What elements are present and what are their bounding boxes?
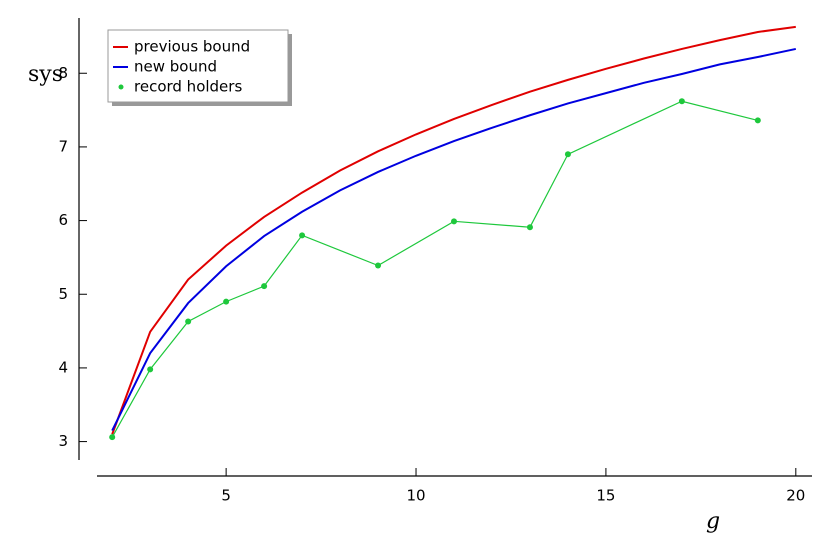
point bbox=[109, 434, 116, 441]
y-tick-label: 5 bbox=[58, 285, 68, 303]
y-tick-label: 6 bbox=[58, 211, 68, 229]
point bbox=[678, 98, 685, 105]
point bbox=[147, 366, 154, 373]
x-tick-label: 5 bbox=[221, 487, 231, 505]
legend-label: record holders bbox=[134, 78, 242, 96]
point bbox=[754, 117, 761, 124]
point bbox=[223, 298, 230, 305]
y-tick-label: 7 bbox=[58, 137, 68, 155]
point bbox=[451, 218, 457, 225]
y-tick-label: 8 bbox=[58, 64, 68, 82]
x-tick-label: 20 bbox=[786, 487, 805, 505]
point bbox=[185, 318, 192, 325]
legend-label: new bound bbox=[134, 58, 217, 76]
point bbox=[299, 232, 306, 239]
point bbox=[526, 224, 533, 231]
series-line bbox=[111, 25, 796, 435]
point bbox=[375, 262, 382, 269]
legend-label: previous bound bbox=[134, 38, 250, 56]
y-axis-title: sys bbox=[28, 62, 63, 87]
legend-box bbox=[107, 29, 289, 103]
point bbox=[564, 151, 571, 158]
x-axis-title: g bbox=[706, 509, 720, 534]
series-line bbox=[111, 100, 758, 438]
point bbox=[261, 283, 268, 290]
legend-marker bbox=[118, 84, 124, 90]
y-tick-label: 3 bbox=[58, 432, 68, 450]
y-tick-label: 4 bbox=[58, 358, 68, 376]
x-tick-label: 15 bbox=[596, 487, 615, 505]
x-tick-label: 10 bbox=[406, 487, 425, 505]
series-line bbox=[111, 47, 797, 431]
